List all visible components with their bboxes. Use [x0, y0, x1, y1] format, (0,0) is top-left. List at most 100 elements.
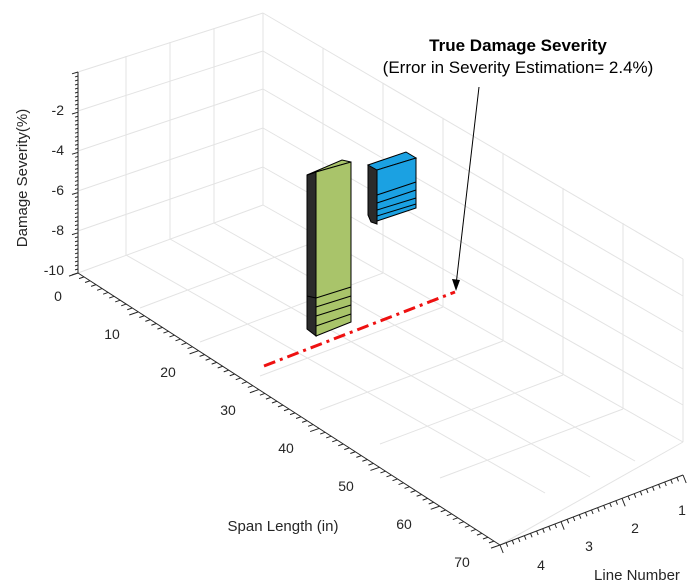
tick-mark — [488, 540, 495, 544]
tick-mark — [633, 493, 637, 498]
tick-mark — [78, 276, 85, 280]
tick-mark — [181, 342, 187, 346]
tick-mark — [217, 365, 223, 369]
tick-mark — [74, 268, 79, 271]
tick-mark — [470, 528, 477, 532]
tick-mark — [74, 87, 79, 90]
tick-mark — [584, 512, 588, 517]
tick-mark — [74, 83, 79, 86]
y-tick-label: 3 — [585, 538, 593, 554]
bar-green-steps — [306, 286, 352, 327]
tick-mark — [74, 75, 79, 78]
bar-green — [306, 159, 352, 338]
tick-mark — [301, 420, 308, 423]
z-tick-labels: -2 -4 -6 -8 -10 — [44, 102, 64, 278]
tick-mark — [682, 474, 687, 484]
bar-blue-side — [367, 162, 378, 225]
x-tick-label: 20 — [160, 364, 176, 380]
tick-mark — [121, 303, 127, 307]
tick-mark — [74, 256, 79, 259]
tick-mark — [476, 532, 483, 536]
tick-mark — [289, 412, 296, 416]
tick-mark — [169, 334, 175, 338]
tick-mark — [71, 151, 79, 155]
tick-mark — [163, 330, 169, 334]
tick-mark — [74, 184, 79, 186]
tick-mark — [71, 71, 79, 75]
y-tick-label: 2 — [631, 520, 639, 536]
tick-mark — [627, 495, 631, 501]
tick-mark — [597, 507, 600, 512]
tick-mark — [115, 299, 121, 303]
tick-mark — [499, 544, 504, 554]
tick-mark — [157, 326, 163, 330]
tick-mark — [74, 196, 79, 198]
tick-mark — [271, 400, 278, 404]
tick-mark — [332, 439, 338, 443]
tick-mark — [392, 478, 398, 482]
y-tick-label: 4 — [537, 557, 545, 573]
tick-mark — [430, 505, 440, 510]
tick-mark — [505, 542, 509, 547]
tick-mark — [458, 521, 464, 524]
tick-mark — [309, 427, 320, 433]
tick-mark — [84, 280, 91, 283]
tick-mark — [74, 228, 79, 231]
tick-mark — [102, 291, 109, 295]
tick-mark — [241, 381, 247, 385]
tick-mark — [74, 224, 79, 227]
x-minor-ticks — [68, 272, 501, 549]
tick-mark — [74, 99, 79, 102]
tick-mark — [71, 232, 79, 236]
tick-mark — [109, 295, 115, 299]
x-tick-label: 50 — [338, 478, 354, 494]
x-tick-label: 10 — [104, 326, 120, 342]
tick-mark — [235, 377, 241, 381]
tick-mark — [398, 482, 404, 486]
tick-mark — [74, 240, 79, 243]
z-tick-label: -10 — [44, 262, 64, 278]
tick-mark — [74, 216, 79, 219]
tick-mark — [74, 220, 79, 223]
tick-mark — [422, 497, 428, 501]
tick-mark — [350, 451, 356, 454]
tick-mark — [74, 176, 79, 178]
tick-mark — [603, 505, 606, 510]
tick-mark — [74, 168, 79, 170]
tick-mark — [386, 474, 392, 478]
tick-mark — [74, 236, 79, 239]
z-tick-label: -4 — [52, 142, 65, 158]
tick-mark — [621, 498, 626, 507]
y-tick-labels: 1 2 3 4 — [537, 502, 686, 573]
tick-mark — [189, 350, 199, 355]
tick-mark — [74, 139, 79, 142]
tick-mark — [74, 163, 79, 166]
tick-mark — [658, 484, 661, 489]
tick-mark — [71, 192, 79, 195]
tick-mark — [211, 361, 217, 365]
tick-mark — [74, 188, 79, 190]
tick-mark — [74, 119, 79, 122]
tick-mark — [74, 212, 79, 215]
tick-mark — [129, 311, 139, 316]
tick-mark — [523, 535, 527, 540]
annotation-title: True Damage Severity — [429, 36, 607, 55]
tick-mark — [404, 486, 410, 489]
x-tick-label: 0 — [54, 288, 62, 304]
axes — [77, 72, 684, 546]
tick-mark — [74, 172, 79, 174]
x-tick-label: 70 — [454, 554, 470, 570]
tick-mark — [566, 519, 570, 524]
true-damage-line — [263, 290, 456, 368]
tick-mark — [380, 470, 386, 474]
tick-mark — [249, 389, 260, 394]
tick-mark — [71, 111, 79, 115]
tick-mark — [74, 95, 79, 98]
tick-mark — [277, 404, 284, 408]
bar-blue-front — [376, 157, 417, 222]
tick-mark — [74, 91, 79, 94]
x-tick-label: 30 — [220, 402, 236, 418]
tick-mark — [229, 373, 235, 377]
tick-mark — [676, 477, 679, 482]
